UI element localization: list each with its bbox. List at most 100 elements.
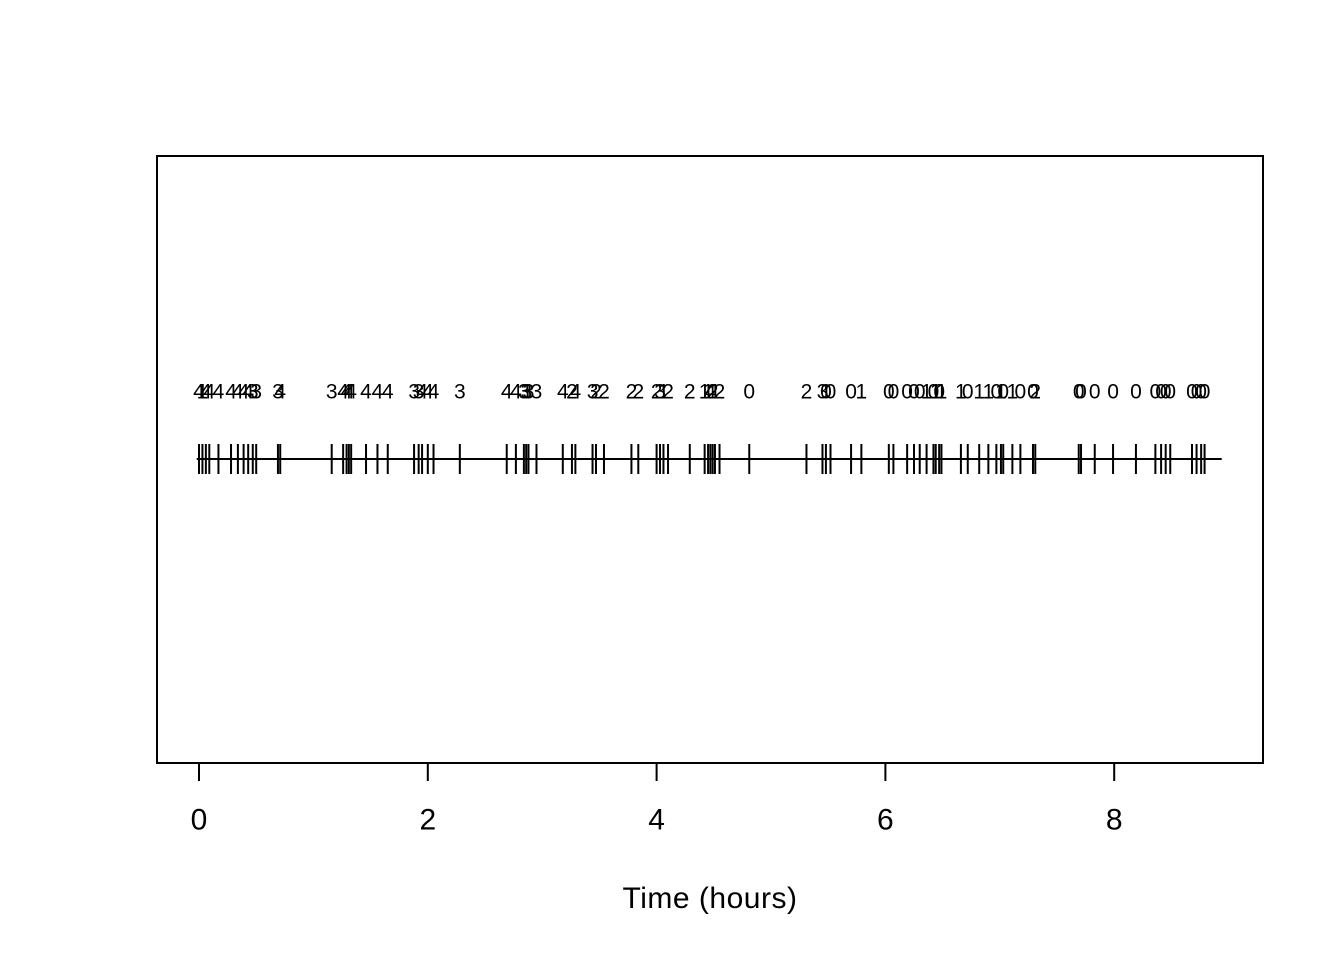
event-count-label: 1 <box>955 381 967 404</box>
event-count-label: 1 <box>930 381 942 404</box>
event-count-label: 3 <box>326 381 338 404</box>
event-count-label: 1 <box>856 381 868 404</box>
event-count-label: 4 <box>343 381 355 404</box>
event-count-label: 0 <box>933 381 945 404</box>
event-count-label: 3 <box>817 381 829 404</box>
event-count-label: 4 <box>242 381 254 404</box>
event-count-label: 1 <box>658 381 670 404</box>
event-count-label: 0 <box>1073 381 1085 404</box>
event-count-label: 0 <box>1195 381 1207 404</box>
event-count-label: 0 <box>845 381 857 404</box>
event-count-label: 2 <box>707 381 719 404</box>
event-count-label: 2 <box>651 381 663 404</box>
event-count-label: 1 <box>995 381 1007 404</box>
event-count-label: 4 <box>501 381 513 404</box>
event-count-label: 2 <box>598 381 610 404</box>
event-count-label: 4 <box>382 381 394 404</box>
x-axis-tick-label: 2 <box>419 804 436 837</box>
event-count-label: 0 <box>997 381 1009 404</box>
event-count-label: 3 <box>654 381 666 404</box>
event-count-label: 0 <box>1186 381 1198 404</box>
event-count-label: 0 <box>1130 381 1142 404</box>
event-count-label: 4 <box>422 381 434 404</box>
event-count-label: 4 <box>345 381 357 404</box>
event-count-label: 2 <box>566 381 578 404</box>
event-count-label: 4 <box>510 381 522 404</box>
event-count-label: 0 <box>962 381 974 404</box>
event-count-label: 0 <box>914 381 926 404</box>
event-count-label: 0 <box>1199 381 1211 404</box>
event-count-label: 4 <box>705 381 717 404</box>
event-count-label: 4 <box>213 381 225 404</box>
event-count-label: 2 <box>684 381 696 404</box>
event-count-label: 1 <box>983 381 995 404</box>
event-count-label: 3 <box>413 381 425 404</box>
event-count-label: 4 <box>193 381 205 404</box>
event-count-label: 1 <box>699 381 711 404</box>
event-count-label: 1 <box>936 381 948 404</box>
event-count-label: 3 <box>518 381 530 404</box>
event-count-label: 2 <box>632 381 644 404</box>
event-count-label: 4 <box>232 381 244 404</box>
event-count-label: 4 <box>570 381 582 404</box>
event-count-label: 4 <box>238 381 250 404</box>
event-count-label: 1 <box>702 381 714 404</box>
event-count-label: 1 <box>973 381 985 404</box>
event-count-label: 4 <box>225 381 237 404</box>
event-count-label: 3 <box>408 381 420 404</box>
x-axis-tick-label: 8 <box>1106 804 1123 837</box>
event-count-label: 3 <box>454 381 466 404</box>
event-count-label: 0 <box>1015 381 1027 404</box>
event-count-label: 0 <box>883 381 895 404</box>
event-count-label: 1 <box>197 381 209 404</box>
event-count-label: 1 <box>1007 381 1019 404</box>
event-count-label: 1 <box>921 381 933 404</box>
event-count-label: 4 <box>274 381 286 404</box>
event-count-label: 3 <box>272 381 284 404</box>
event-count-label: 0 <box>820 381 832 404</box>
event-count-label: 2 <box>590 381 602 404</box>
event-count-label: 0 <box>1160 381 1172 404</box>
x-axis-title: Time (hours) <box>622 882 798 915</box>
event-count-label: 3 <box>523 381 535 404</box>
event-count-label: 4 <box>416 381 428 404</box>
event-count-label: 2 <box>714 381 726 404</box>
event-count-label: 3 <box>250 381 262 404</box>
event-count-label: 4 <box>428 381 440 404</box>
event-count-label: 4 <box>557 381 569 404</box>
event-count-label: 3 <box>531 381 543 404</box>
x-axis-tick-label: 0 <box>191 804 208 837</box>
event-count-label: 0 <box>743 381 755 404</box>
plot-box <box>156 155 1264 764</box>
event-count-label: 0 <box>901 381 913 404</box>
event-count-label: 0 <box>1155 381 1167 404</box>
event-count-label: 0 <box>928 381 940 404</box>
event-count-label: 4 <box>372 381 384 404</box>
event-count-label: 3 <box>587 381 599 404</box>
event-count-label: 4 <box>337 381 349 404</box>
event-count-label: 2 <box>662 381 674 404</box>
event-count-label: 4 <box>360 381 372 404</box>
event-count-label: 0 <box>1089 381 1101 404</box>
x-axis-tick-label: 6 <box>877 804 894 837</box>
x-axis-tick-label: 4 <box>648 804 665 837</box>
event-count-label: 0 <box>1075 381 1087 404</box>
event-count-label: 4 <box>200 381 212 404</box>
event-count-label: 0 <box>1191 381 1203 404</box>
event-count-label: 4 <box>203 381 215 404</box>
event-count-label: 2 <box>626 381 638 404</box>
event-count-label: 0 <box>825 381 837 404</box>
event-count-label: 0 <box>991 381 1003 404</box>
event-count-label: 2 <box>801 381 813 404</box>
event-count-label: 0 <box>1107 381 1119 404</box>
event-count-label: 3 <box>520 381 532 404</box>
event-count-label: 0 <box>908 381 920 404</box>
event-count-label: 1 <box>709 381 721 404</box>
event-count-label: 0 <box>888 381 900 404</box>
event-count-label: 0 <box>1027 381 1039 404</box>
event-count-label: 0 <box>1150 381 1162 404</box>
event-count-label: 3 <box>247 381 259 404</box>
event-count-label: 2 <box>1029 381 1041 404</box>
